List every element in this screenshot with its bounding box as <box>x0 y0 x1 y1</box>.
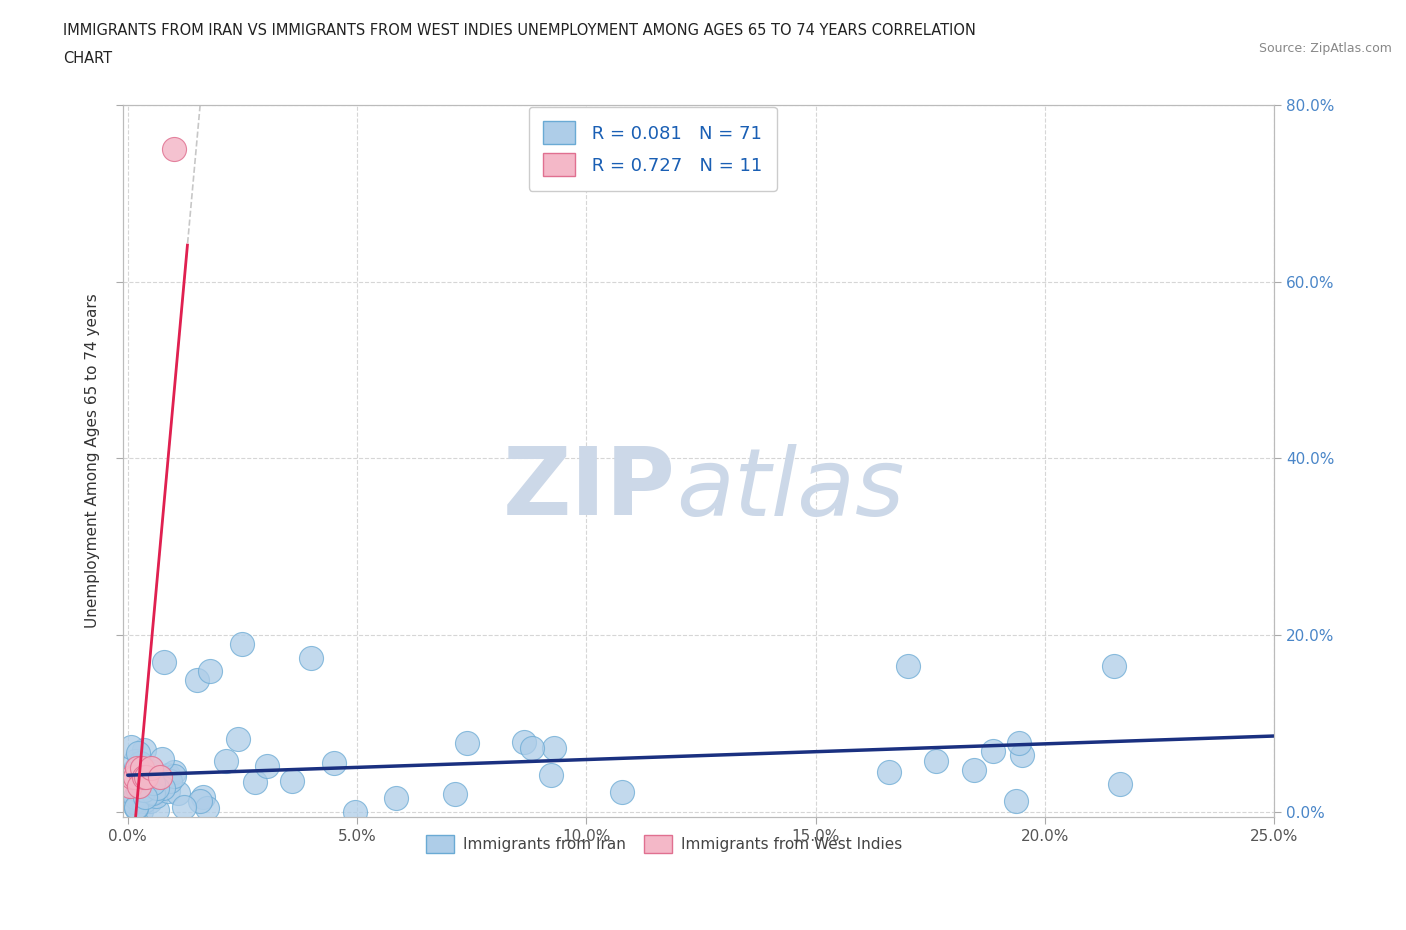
Point <box>299 650 322 665</box>
Point <box>124 794 146 809</box>
Point <box>925 753 948 768</box>
Point <box>152 781 174 796</box>
Point <box>1109 777 1132 791</box>
Point <box>163 141 186 156</box>
Point <box>280 774 302 789</box>
Point <box>226 732 249 747</box>
Point <box>146 781 169 796</box>
Point <box>125 761 148 776</box>
Point <box>243 775 266 790</box>
Legend: Immigrants from Iran, Immigrants from West Indies: Immigrants from Iran, Immigrants from We… <box>420 829 908 859</box>
Text: atlas: atlas <box>676 444 904 535</box>
Point <box>156 767 179 782</box>
Point <box>195 801 218 816</box>
Point <box>231 637 253 652</box>
Point <box>456 736 478 751</box>
Point <box>156 784 179 799</box>
Point <box>163 768 186 783</box>
Point <box>141 771 163 786</box>
Text: IMMIGRANTS FROM IRAN VS IMMIGRANTS FROM WEST INDIES UNEMPLOYMENT AMONG AGES 65 T: IMMIGRANTS FROM IRAN VS IMMIGRANTS FROM … <box>63 23 976 38</box>
Point <box>173 800 195 815</box>
Point <box>513 735 536 750</box>
Point <box>125 800 148 815</box>
Point <box>159 774 181 789</box>
Point <box>127 782 149 797</box>
Point <box>124 769 146 784</box>
Y-axis label: Unemployment Among Ages 65 to 74 years: Unemployment Among Ages 65 to 74 years <box>86 293 100 628</box>
Point <box>612 784 634 799</box>
Point <box>540 768 562 783</box>
Point <box>150 752 173 767</box>
Point <box>145 803 167 817</box>
Point <box>188 794 211 809</box>
Point <box>963 763 986 777</box>
Text: Source: ZipAtlas.com: Source: ZipAtlas.com <box>1258 42 1392 55</box>
Point <box>256 759 278 774</box>
Point <box>896 659 918 674</box>
Point <box>125 761 148 776</box>
Point <box>131 804 153 818</box>
Point <box>167 786 190 801</box>
Point <box>877 764 900 779</box>
Point <box>142 785 165 800</box>
Point <box>124 753 146 768</box>
Point <box>141 764 163 778</box>
Point <box>1007 736 1029 751</box>
Point <box>149 769 172 784</box>
Point <box>127 745 149 760</box>
Point <box>983 744 1005 759</box>
Point <box>215 753 238 768</box>
Point <box>134 794 156 809</box>
Point <box>128 777 150 792</box>
Point <box>120 739 142 754</box>
Point <box>139 793 162 808</box>
Point <box>543 741 565 756</box>
Point <box>135 769 157 784</box>
Point <box>120 778 142 793</box>
Point <box>134 765 156 780</box>
Text: ZIP: ZIP <box>503 444 676 535</box>
Point <box>191 790 214 804</box>
Point <box>153 655 176 670</box>
Point <box>142 776 165 790</box>
Point <box>125 787 148 802</box>
Point <box>163 764 186 779</box>
Point <box>385 790 408 805</box>
Point <box>443 787 465 802</box>
Point <box>200 663 222 678</box>
Point <box>520 741 543 756</box>
Point <box>131 761 153 776</box>
Point <box>139 761 162 776</box>
Point <box>132 769 155 784</box>
Point <box>134 789 156 804</box>
Point <box>1011 748 1033 763</box>
Point <box>132 782 155 797</box>
Point <box>128 778 150 793</box>
Point <box>134 742 156 757</box>
Point <box>129 756 152 771</box>
Point <box>121 769 143 784</box>
Text: CHART: CHART <box>63 51 112 66</box>
Point <box>1005 793 1028 808</box>
Point <box>125 799 148 814</box>
Point <box>145 789 167 804</box>
Point <box>343 804 366 819</box>
Point <box>134 763 156 777</box>
Point <box>1102 659 1125 674</box>
Point <box>186 672 208 687</box>
Point <box>127 782 149 797</box>
Point <box>142 785 165 800</box>
Point <box>124 790 146 804</box>
Point <box>322 756 344 771</box>
